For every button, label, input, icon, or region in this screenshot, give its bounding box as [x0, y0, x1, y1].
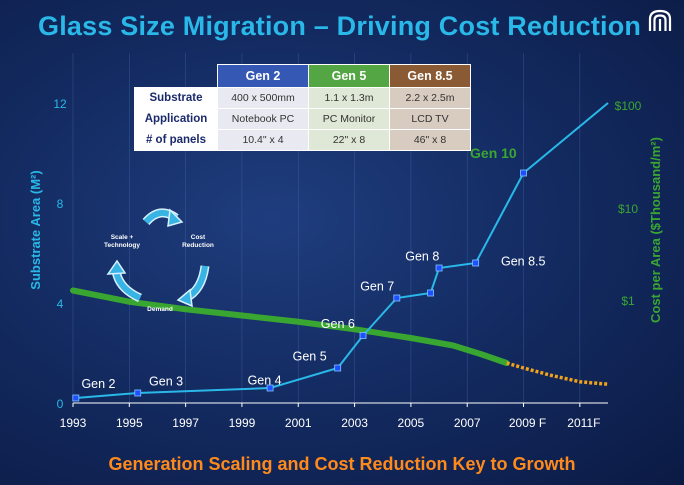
cycle-arrowhead-left — [106, 259, 127, 275]
cycle-arrowhead-top — [167, 208, 184, 228]
series-point-substrate — [266, 384, 274, 392]
series-line-cost-forecast — [506, 361, 609, 386]
annotation-label: Gen 3 — [149, 375, 183, 389]
table-row: Substrate 400 x 500mm 1.1 x 1.3m 2.2 x 2… — [134, 87, 471, 109]
cycle-diagram: Scale + Technology Cost Reduction Demand — [104, 208, 214, 313]
table-cell: 1.1 x 1.3m — [308, 87, 390, 109]
y2-axis-title: Cost per Area ($Thousand/m²) — [648, 137, 663, 323]
annotation-label: Gen 5 — [293, 350, 327, 364]
table-cell: LCD TV — [389, 108, 471, 130]
x-tick-label: 2005 — [398, 416, 425, 430]
axes: 1993 1995 1997 1999 2001 2003 2005 2007 2009 F 20… — [53, 97, 641, 430]
series-point-substrate — [72, 394, 80, 402]
y-tick-label: 0 — [57, 397, 64, 411]
table-cell: PC Monitor — [308, 108, 390, 130]
series-line-cost — [70, 287, 510, 366]
y2-tick-label: $1 — [621, 294, 635, 308]
table-cell: Notebook PC — [217, 108, 309, 130]
cycle-label-demand: Demand — [147, 306, 173, 313]
series-point-substrate — [427, 289, 435, 297]
row-label-substrate: Substrate — [134, 87, 218, 109]
y2-tick-label: $100 — [615, 99, 642, 113]
company-logo-icon — [648, 9, 672, 31]
table-header-gen85: Gen 8.5 — [389, 64, 471, 88]
annotation-label: Gen 2 — [81, 377, 115, 391]
x-tick-label: 2003 — [341, 416, 368, 430]
x-tick-label: 1993 — [60, 416, 87, 430]
series-point-substrate — [435, 264, 443, 272]
series-point-substrate — [334, 364, 342, 372]
annotation-label: Gen 6 — [321, 317, 355, 331]
series-point-substrate — [472, 259, 480, 267]
x-tick-label: 1999 — [229, 416, 256, 430]
cycle-arrowhead-right — [176, 288, 193, 308]
table-cell: 46" x 8 — [389, 129, 471, 151]
table-header-gen2: Gen 2 — [217, 64, 309, 88]
series-point-substrate — [134, 389, 142, 397]
x-tick-label: 2009 F — [509, 416, 546, 430]
row-label-application: Application — [134, 108, 218, 130]
table-header-row: Gen 2 Gen 5 Gen 8.5 — [135, 64, 471, 88]
footer-tagline: Generation Scaling and Cost Reduction Ke… — [108, 454, 576, 474]
table-cell: 10.4" x 4 — [217, 129, 309, 151]
generation-table: Gen 2 Gen 5 Gen 8.5 Substrate 400 x 500m… — [134, 64, 471, 151]
table-header-gen5: Gen 5 — [308, 64, 390, 88]
table-cell: 22" x 8 — [308, 129, 390, 151]
y-tick-label: 12 — [53, 97, 67, 111]
table-cell: 400 x 500mm — [217, 87, 309, 109]
table-corner — [135, 65, 218, 88]
table-row: # of panels 10.4" x 4 22" x 8 46" x 8 — [134, 129, 471, 151]
series-point-substrate — [359, 332, 367, 339]
x-tick-label: 2001 — [285, 416, 312, 430]
x-tick-label: 1997 — [172, 416, 199, 430]
slide-title: Glass Size Migration – Driving Cost Redu… — [38, 11, 642, 41]
annotation-label: Gen 7 — [360, 280, 394, 294]
cycle-label-cost: Cost Reduction — [182, 234, 214, 249]
table-cell: 2.2 x 2.5m — [389, 87, 471, 109]
y-axis-title: Substrate Area (M²) — [28, 170, 43, 289]
x-tick-label: 1995 — [116, 416, 143, 430]
annotation-label: Gen 4 — [248, 373, 282, 387]
annotations: Gen 2 Gen 3 Gen 4 Gen 5 Gen 6 Gen 7 Gen 8 Gen 8… — [81, 145, 545, 391]
series-point-substrate — [393, 294, 401, 302]
table-row: Application Notebook PC PC Monitor LCD T… — [134, 108, 471, 130]
row-label-panels: # of panels — [134, 129, 218, 151]
y-tick-label: 4 — [57, 297, 64, 311]
annotation-label: Gen 8.5 — [501, 255, 546, 269]
series-point-substrate — [520, 169, 527, 177]
x-tick-label: 2011F — [567, 416, 600, 430]
series-layer — [70, 102, 609, 402]
y2-tick-label: $10 — [618, 202, 638, 216]
annotation-label: Gen 10 — [470, 145, 517, 161]
annotation-label: Gen 8 — [405, 250, 439, 264]
cycle-label-scale: Scale + Technology — [104, 234, 140, 249]
x-tick-label: 2007 — [454, 416, 481, 430]
y-tick-label: 8 — [57, 197, 64, 211]
